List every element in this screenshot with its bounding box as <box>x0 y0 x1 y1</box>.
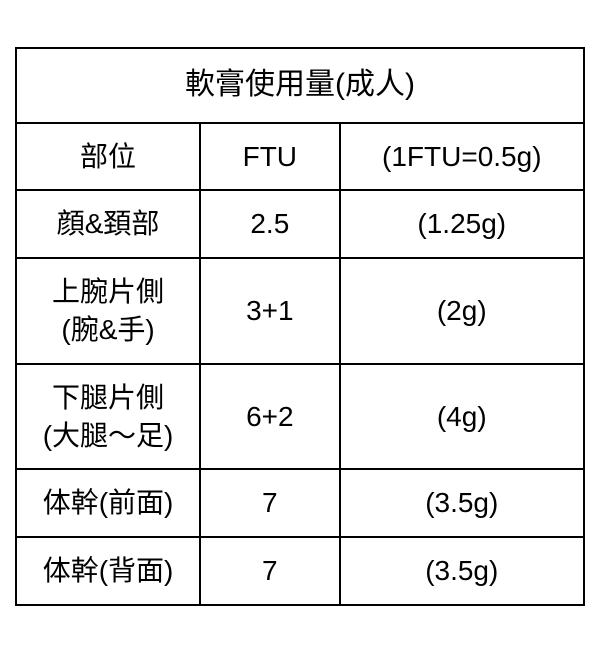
cell-grams: (3.5g) <box>340 469 584 537</box>
cell-site: 体幹(背面) <box>16 537 200 605</box>
cell-grams: (2g) <box>340 258 584 364</box>
column-header-ftu: FTU <box>200 123 339 191</box>
cell-site: 顔&頚部 <box>16 190 200 258</box>
table-row: 下腿片側 (大腿〜足) 6+2 (4g) <box>16 364 584 470</box>
table-title: 軟膏使用量(成人) <box>16 48 584 123</box>
cell-ftu: 6+2 <box>200 364 339 470</box>
column-header-grams: (1FTU=0.5g) <box>340 123 584 191</box>
table-title-row: 軟膏使用量(成人) <box>16 48 584 123</box>
cell-grams: (1.25g) <box>340 190 584 258</box>
cell-ftu: 7 <box>200 537 339 605</box>
ointment-usage-table: 軟膏使用量(成人) 部位 FTU (1FTU=0.5g) 顔&頚部 2.5 (1… <box>15 47 585 606</box>
cell-ftu: 3+1 <box>200 258 339 364</box>
cell-site: 下腿片側 (大腿〜足) <box>16 364 200 470</box>
table-row: 体幹(前面) 7 (3.5g) <box>16 469 584 537</box>
cell-site: 上腕片側 (腕&手) <box>16 258 200 364</box>
ointment-usage-table-container: 軟膏使用量(成人) 部位 FTU (1FTU=0.5g) 顔&頚部 2.5 (1… <box>15 47 585 606</box>
cell-grams: (3.5g) <box>340 537 584 605</box>
table-row: 体幹(背面) 7 (3.5g) <box>16 537 584 605</box>
cell-grams: (4g) <box>340 364 584 470</box>
cell-ftu: 2.5 <box>200 190 339 258</box>
table-row: 顔&頚部 2.5 (1.25g) <box>16 190 584 258</box>
cell-site: 体幹(前面) <box>16 469 200 537</box>
table-header-row: 部位 FTU (1FTU=0.5g) <box>16 123 584 191</box>
table-row: 上腕片側 (腕&手) 3+1 (2g) <box>16 258 584 364</box>
cell-ftu: 7 <box>200 469 339 537</box>
column-header-site: 部位 <box>16 123 200 191</box>
